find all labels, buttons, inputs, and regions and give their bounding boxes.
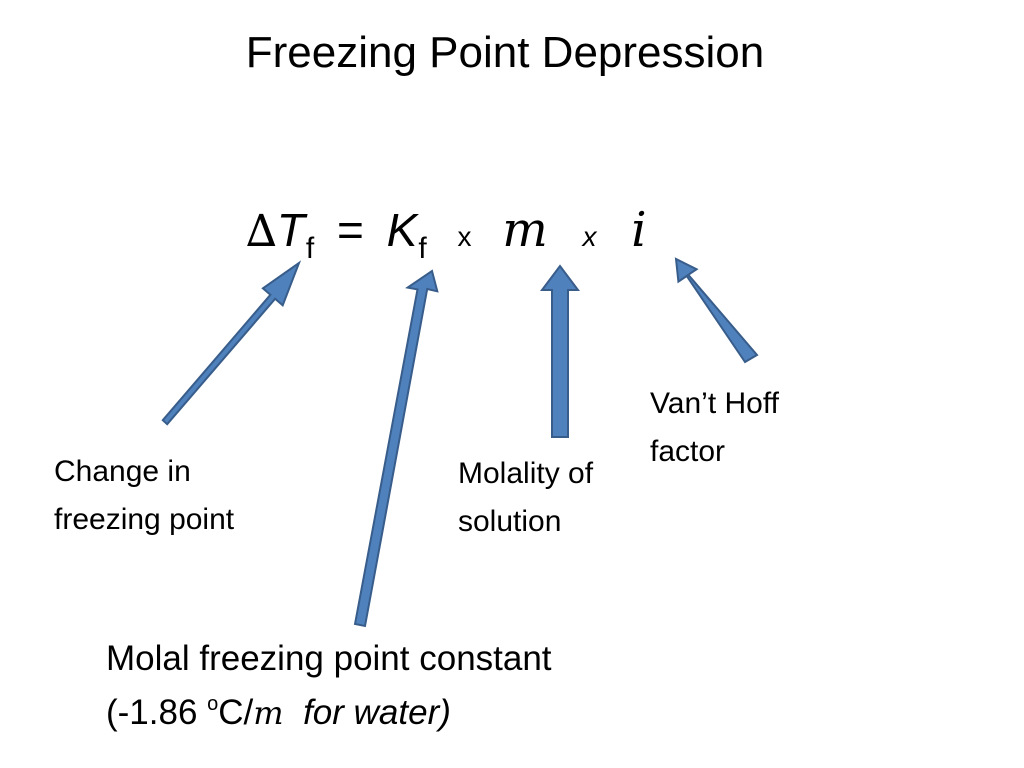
degree-superscript: o (207, 693, 219, 715)
label-change-line1: Change in (54, 455, 191, 488)
constant-tail: for water) (283, 693, 451, 732)
arrow-molal-constant (353, 269, 439, 628)
delta-symbol: ∆ (246, 206, 277, 257)
label-vant-line1: Van’t Hoff (650, 387, 779, 420)
equation-i: i (631, 202, 647, 258)
equation-T: T (276, 204, 305, 256)
arrow-molality (540, 264, 580, 438)
label-change-line2: freezing point (54, 503, 235, 536)
equation-T-subscript: f (305, 232, 315, 265)
constant-unit: C/ (218, 693, 254, 732)
constant-m: m (253, 694, 284, 732)
label-molality-line2: solution (458, 505, 562, 538)
equation-K-subscript: f (418, 232, 427, 265)
label-molal-freezing-point-constant: Molal freezing point constant (-1.86 oC/… (106, 632, 552, 745)
equation-K: K (386, 204, 418, 256)
arrow-vant-hoff-factor (674, 257, 759, 364)
label-change-in-freezing-point: Change in freezing point (54, 448, 234, 544)
label-vant-line2: factor (650, 435, 726, 468)
freezing-point-equation: ∆Tf = Kf x m x i (246, 190, 647, 270)
equation-m: m (502, 202, 548, 258)
slide-title: Freezing Point Depression (245, 28, 765, 77)
label-molality-of-solution: Molality of solution (458, 450, 593, 546)
label-molality-line1: Molality of (458, 457, 594, 490)
label-constant-line1: Molal freezing point constant (106, 639, 552, 678)
equals-sign: = (336, 204, 364, 256)
label-vant-hoff-factor: Van’t Hoff factor (650, 380, 779, 476)
multiply-sign-1: x (457, 221, 472, 252)
label-constant-line2: (-1.86 oC/m for water) (106, 686, 552, 745)
constant-open: (-1.86 (106, 693, 208, 732)
arrow-change-in-freezing-point (161, 260, 302, 426)
multiply-sign-2: x (582, 221, 597, 252)
